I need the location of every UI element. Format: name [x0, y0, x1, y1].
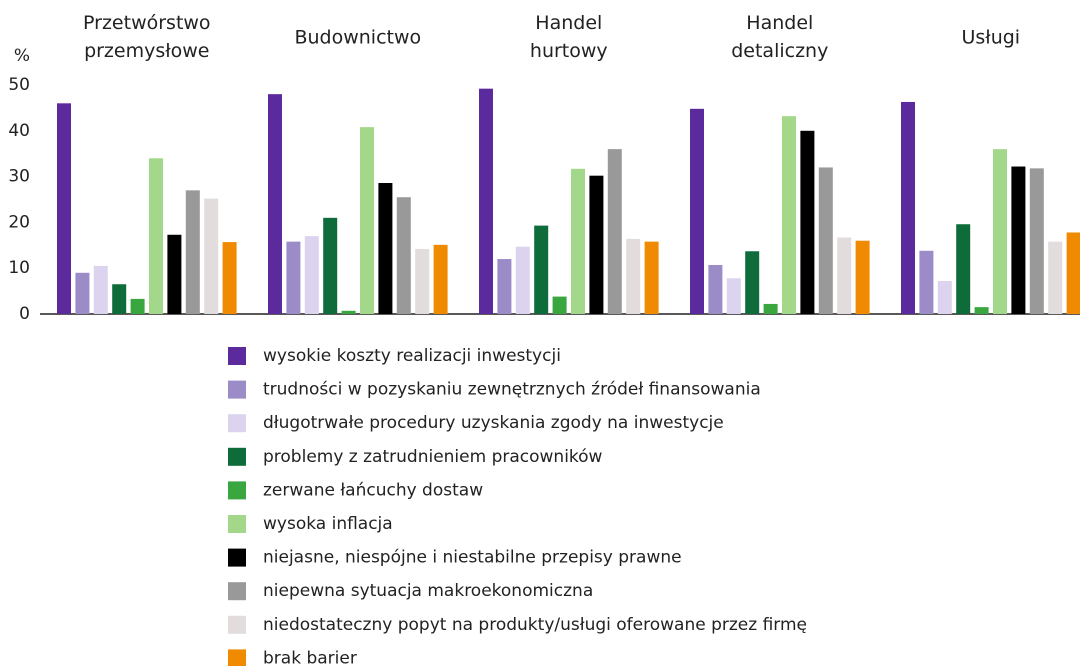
category-label: Handel detaliczny [731, 12, 828, 62]
category-label: Usługi [962, 27, 1021, 49]
bar [479, 88, 493, 314]
bar [323, 217, 338, 314]
bar [130, 298, 145, 314]
category-label: Handel hurtowy [530, 12, 608, 62]
bar [93, 265, 108, 314]
bar [993, 149, 1007, 314]
bar [1066, 232, 1080, 314]
bar [1011, 166, 1026, 314]
bar [268, 94, 282, 314]
legend-swatch [228, 347, 246, 365]
bar [534, 225, 549, 314]
bar [552, 296, 567, 314]
legend-swatch [228, 447, 246, 466]
y-tick-label: 20 [8, 212, 30, 232]
category-label: Budownictwo [294, 27, 421, 49]
legend-swatch [228, 414, 246, 433]
legend-label: niepewna sytuacja makroekonomiczna [263, 581, 593, 601]
bar [304, 236, 319, 314]
bar [644, 241, 659, 314]
bar [112, 284, 127, 314]
legend-label: wysoka inflacja [263, 514, 393, 534]
y-tick-label: 0 [19, 304, 30, 324]
legend-label: niejasne, niespójne i niestabilne przepi… [263, 548, 682, 568]
bar [855, 240, 870, 314]
bar [782, 116, 796, 314]
bar [901, 101, 915, 314]
y-tick-label: 10 [8, 258, 30, 278]
legend-label: brak barier [263, 648, 357, 666]
legend-label: wysokie koszty realizacji inwestycji [263, 346, 561, 366]
bar [708, 264, 723, 314]
bar [167, 234, 182, 314]
bar [415, 248, 430, 314]
legend-swatch [228, 615, 246, 634]
bar [626, 238, 641, 314]
bar [745, 251, 760, 314]
legend-label: zerwane łańcuchy dostaw [263, 480, 483, 500]
bar [837, 237, 852, 314]
bar [690, 108, 704, 314]
y-tick-label: 50 [8, 75, 30, 95]
bar [818, 167, 833, 314]
y-tick-label: 40 [8, 121, 30, 141]
bar [341, 310, 356, 314]
y-axis-label: % [14, 46, 30, 66]
legend-label: niedostateczny popyt na produkty/usługi … [263, 615, 807, 635]
bar [571, 168, 585, 314]
bar [433, 244, 448, 314]
bar [286, 241, 301, 314]
legend-label: trudności w pozyskaniu zewnętrznych źród… [263, 380, 761, 400]
bar [919, 250, 934, 314]
bar [185, 190, 200, 314]
category-label: Przetwórstwo przemysłowe [83, 12, 211, 62]
bar [763, 303, 778, 314]
legend-swatch [228, 481, 246, 500]
bar [57, 103, 71, 314]
y-tick-label: 30 [8, 167, 30, 187]
bar [204, 198, 219, 314]
bar [800, 130, 815, 314]
bar [1048, 241, 1063, 314]
bar [75, 272, 90, 314]
bar [589, 175, 604, 314]
bar [1029, 168, 1044, 314]
legend-swatch [228, 548, 246, 567]
legend-swatch [228, 649, 246, 666]
bar [222, 242, 237, 314]
bar [378, 183, 393, 314]
bar [974, 307, 989, 314]
bar [360, 127, 374, 314]
legend-swatch [228, 380, 246, 399]
legend-label: długotrwałe procedury uzyskania zgody na… [263, 413, 724, 433]
bar [497, 259, 512, 314]
legend-swatch [228, 515, 246, 533]
bar [726, 278, 741, 314]
bar [149, 158, 163, 314]
legend-label: problemy z zatrudnieniem pracowników [263, 447, 603, 467]
legend-swatch [228, 582, 246, 601]
bar [956, 224, 971, 314]
bar [396, 197, 411, 314]
bar [937, 281, 952, 314]
bar [515, 246, 530, 314]
bar [607, 149, 622, 314]
